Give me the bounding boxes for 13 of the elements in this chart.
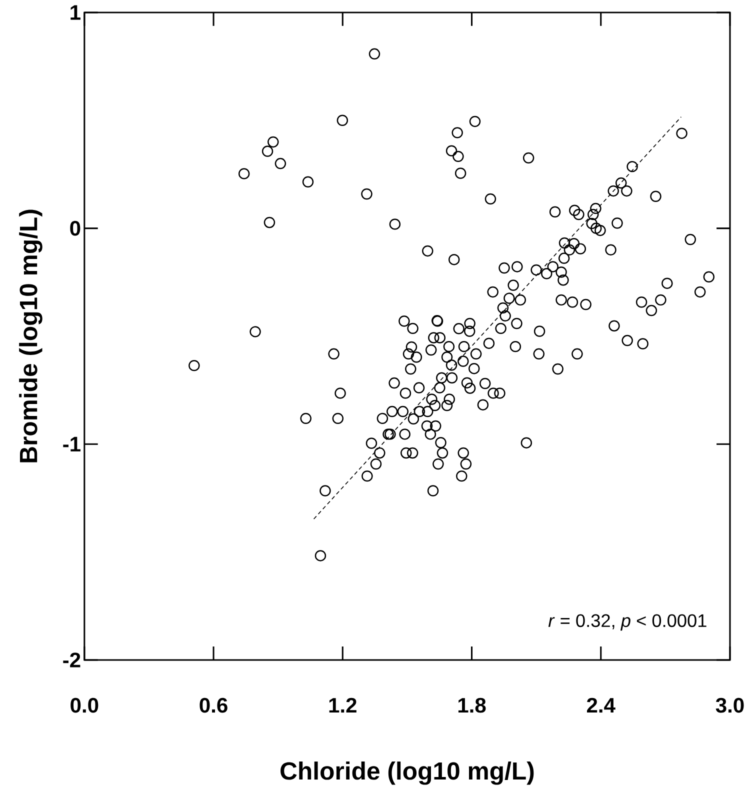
x-tick-label: 1.8 bbox=[458, 698, 486, 713]
x-tick-label: 0.0 bbox=[70, 698, 98, 713]
y-tick-label: -2 bbox=[63, 652, 80, 668]
x-tick-label: 2.4 bbox=[586, 698, 616, 713]
y-tick-label: 1 bbox=[70, 5, 80, 20]
x-tick-label: 0.6 bbox=[200, 698, 228, 713]
y-tick-label: -1 bbox=[63, 436, 80, 452]
x-tick-label: 3.0 bbox=[716, 698, 744, 713]
annotation: r = 0.32, p < 0.0001 bbox=[548, 614, 706, 631]
x-axis-title: Chloride (log10 mg/L) bbox=[280, 762, 534, 785]
x-tick-label: 1.2 bbox=[329, 698, 356, 713]
y-tick-label: 0 bbox=[70, 220, 80, 236]
y-axis-title: Bromide (log10 mg/L) bbox=[19, 210, 42, 462]
